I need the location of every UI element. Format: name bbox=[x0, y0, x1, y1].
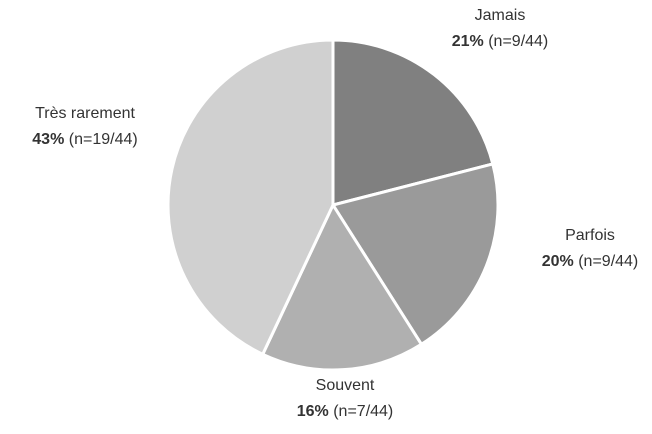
count-label: (n=19/44) bbox=[69, 131, 138, 148]
slice-label: Très rarement bbox=[35, 105, 135, 122]
slice-value: 43% (n=19/44) bbox=[32, 131, 137, 148]
count-label: (n=7/44) bbox=[333, 403, 393, 420]
count-label: (n=9/44) bbox=[578, 253, 638, 270]
percent-label: 16% bbox=[297, 403, 329, 420]
percent-label: 43% bbox=[32, 131, 64, 148]
slice-label: Parfois bbox=[565, 227, 615, 244]
pie-slice bbox=[260, 201, 424, 372]
slice-value: 16% (n=7/44) bbox=[297, 403, 394, 420]
slice-label: Jamais bbox=[475, 7, 526, 24]
slice-label: Souvent bbox=[316, 377, 375, 394]
slice-value: 20% (n=9/44) bbox=[542, 253, 639, 270]
slice-value: 21% (n=9/44) bbox=[452, 33, 549, 50]
count-label: (n=9/44) bbox=[488, 33, 548, 50]
percent-label: 20% bbox=[542, 253, 574, 270]
percent-label: 21% bbox=[452, 33, 484, 50]
pie-slice bbox=[331, 38, 495, 207]
pie-slice bbox=[166, 38, 335, 357]
pie-slice bbox=[330, 162, 500, 347]
